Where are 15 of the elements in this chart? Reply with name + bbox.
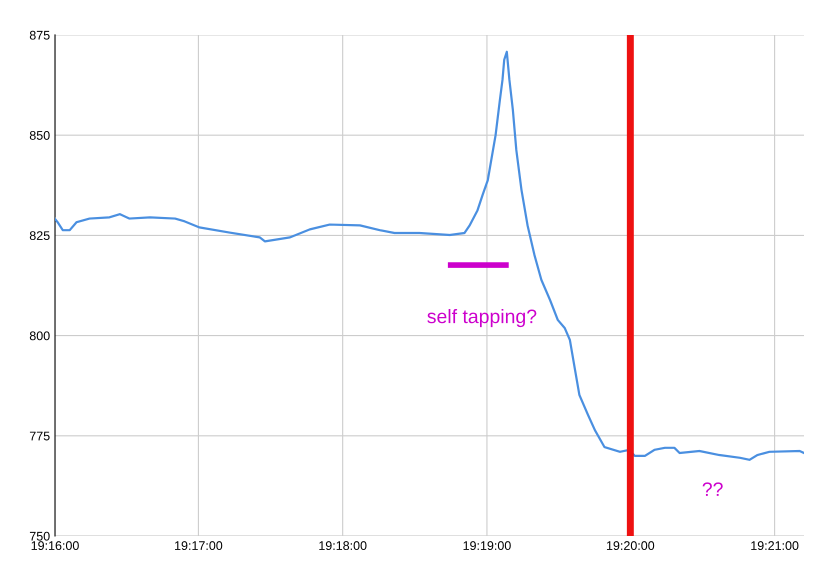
x-tick-label: 19:16:00: [32, 541, 79, 550]
y-tick-label: 750: [30, 532, 50, 541]
x-tick-label: 19:17:00: [175, 541, 222, 550]
annotation: ??: [702, 482, 723, 496]
y-tick-label: 875: [30, 30, 50, 40]
y-tick-label: 775: [30, 432, 50, 440]
x-tick-label: 19:20:00: [606, 541, 654, 550]
y-tick-label: 850: [30, 130, 50, 140]
x-tick-label: 19:19:00: [464, 541, 511, 550]
line-series: [55, 50, 804, 461]
y-tick-label: 825: [30, 231, 50, 240]
annotation: self tapping?: [427, 308, 536, 328]
x-tick-label: 19:21:00: [751, 541, 798, 550]
x-tick-label: 19:18:00: [319, 541, 367, 550]
y-tick-label: 800: [30, 331, 50, 340]
